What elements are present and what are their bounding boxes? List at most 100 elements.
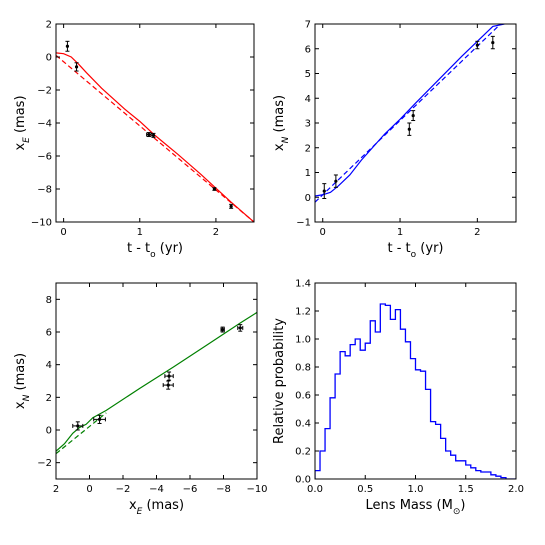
chart-panel-4: 0.0 0.5 1.0 1.5 2.0 0.0 0.2 0.4 0.6 0.8 1.0 1.2 1.4 L… [272, 279, 524, 518]
x-axis-label: xE (mas) [129, 498, 184, 517]
y-tick-label: 8 [46, 295, 52, 306]
histogram-bin [380, 304, 385, 479]
dashed-series-line [56, 412, 107, 455]
y-axis-label: xN (mas) [13, 353, 32, 409]
histogram-bin [320, 451, 325, 479]
y-tick-label: −2 [37, 86, 52, 97]
histogram-bin [330, 398, 335, 479]
x-tick-label: 2 [213, 227, 219, 238]
y-tick-label: 0.0 [295, 475, 311, 486]
model-series-line [56, 311, 257, 452]
y-tick-label: −6 [37, 152, 52, 163]
x-axis-label: t - to (yr) [127, 241, 183, 260]
histogram-bin [315, 471, 320, 479]
histogram-bin [335, 374, 340, 479]
y-tick-label: 0.6 [295, 391, 311, 402]
data-point [490, 35, 495, 50]
x-tick-label: 0 [86, 484, 92, 495]
data-point [220, 326, 225, 333]
y-tick-label: 4 [46, 360, 52, 371]
histogram-bin [345, 356, 350, 479]
histogram-bin [491, 475, 496, 479]
histogram-bin [400, 329, 405, 479]
histogram-bin [426, 389, 431, 479]
histogram-bin [441, 438, 446, 479]
histogram-bin [456, 461, 461, 479]
histogram-bin [476, 471, 481, 479]
histogram-bin [481, 472, 486, 479]
y-tick-label: 1 [305, 168, 311, 179]
y-tick-label: −10 [31, 218, 52, 229]
histogram-bin [436, 424, 441, 479]
axes-frame [314, 23, 517, 223]
data-point [65, 40, 70, 52]
histogram-bin [325, 429, 330, 479]
histogram-step-line [315, 303, 516, 479]
y-tick-label: 2 [46, 393, 52, 404]
y-axis-label: Relative probability [272, 318, 287, 444]
data-point [322, 183, 327, 199]
y-tick-label: 0 [46, 53, 52, 64]
histogram-bin [486, 472, 491, 479]
data-point [475, 40, 480, 50]
x-tick-label: 2.0 [508, 484, 524, 495]
y-axis-label: xN (mas) [272, 95, 291, 151]
y-tick-label: 0.4 [295, 419, 311, 430]
x-tick-label: 0 [320, 227, 326, 238]
x-tick-label: 0.5 [357, 484, 373, 495]
data-point [72, 421, 84, 431]
data-point [407, 122, 412, 136]
x-tick-label: 1.0 [408, 484, 424, 495]
x-tick-label: −8 [216, 484, 231, 495]
axes-frame [55, 23, 255, 223]
histogram-bin [360, 350, 365, 479]
x-tick-label: 1 [137, 227, 143, 238]
data-point [164, 371, 174, 381]
histogram-bin [466, 465, 471, 479]
dashed-series-line [56, 54, 254, 222]
histogram-bin [405, 342, 410, 479]
y-tick-label: 4 [305, 94, 311, 105]
x-tick-label: −4 [149, 484, 164, 495]
x-tick-label: −10 [246, 484, 267, 495]
y-tick-label: 0 [46, 426, 52, 437]
x-tick-label: −6 [183, 484, 198, 495]
y-tick-label: 0.2 [295, 447, 311, 458]
x-tick-label: 2 [474, 227, 480, 238]
y-tick-label: 0.8 [295, 363, 311, 374]
histogram-bin [355, 339, 360, 479]
histogram-bin [421, 371, 426, 479]
x-tick-label: 0 [60, 227, 66, 238]
histogram-bin [461, 461, 466, 479]
x-tick-label: 1 [397, 227, 403, 238]
data-point [411, 110, 416, 122]
y-tick-label: 1.2 [295, 307, 311, 318]
y-tick-label: −1 [296, 218, 311, 229]
x-axis-label: t - to (yr) [388, 241, 444, 260]
plot-area [315, 303, 516, 479]
chart-panel-3: 2 0 −2 −4 −6 −8 −10 −2 0 2 4 6 8 xE (mas) xN (mas) [13, 282, 268, 517]
plot-area [56, 52, 254, 222]
y-tick-label: 6 [46, 328, 52, 339]
data-point [162, 380, 174, 390]
axes-frame [55, 282, 258, 480]
histogram-bin [365, 343, 370, 479]
histogram-bin [340, 352, 345, 479]
chart-panel-2: 0 1 2 −1 0 1 2 3 4 5 6 7 t - to (yr) xN (mas) [272, 20, 517, 260]
plot-area [56, 311, 257, 455]
data-point [146, 132, 152, 138]
y-tick-label: 5 [305, 69, 311, 80]
y-tick-label: −2 [37, 458, 52, 469]
y-tick-label: 7 [305, 20, 311, 31]
model-series-line [56, 52, 254, 222]
histogram-bin [390, 319, 395, 479]
y-axis-label: xE (mas) [13, 95, 32, 150]
x-axis-label: Lens Mass (M⊙) [366, 498, 466, 517]
data-point [212, 187, 217, 191]
y-tick-label: 1.4 [295, 279, 311, 290]
histogram-bin [416, 370, 421, 479]
chart-panel-1: 0 1 2 −10 −8 −6 −4 −2 0 2 t - to (yr) xE (mas) [13, 20, 255, 260]
dashed-series-line [315, 24, 501, 203]
histogram-bin [446, 451, 451, 479]
